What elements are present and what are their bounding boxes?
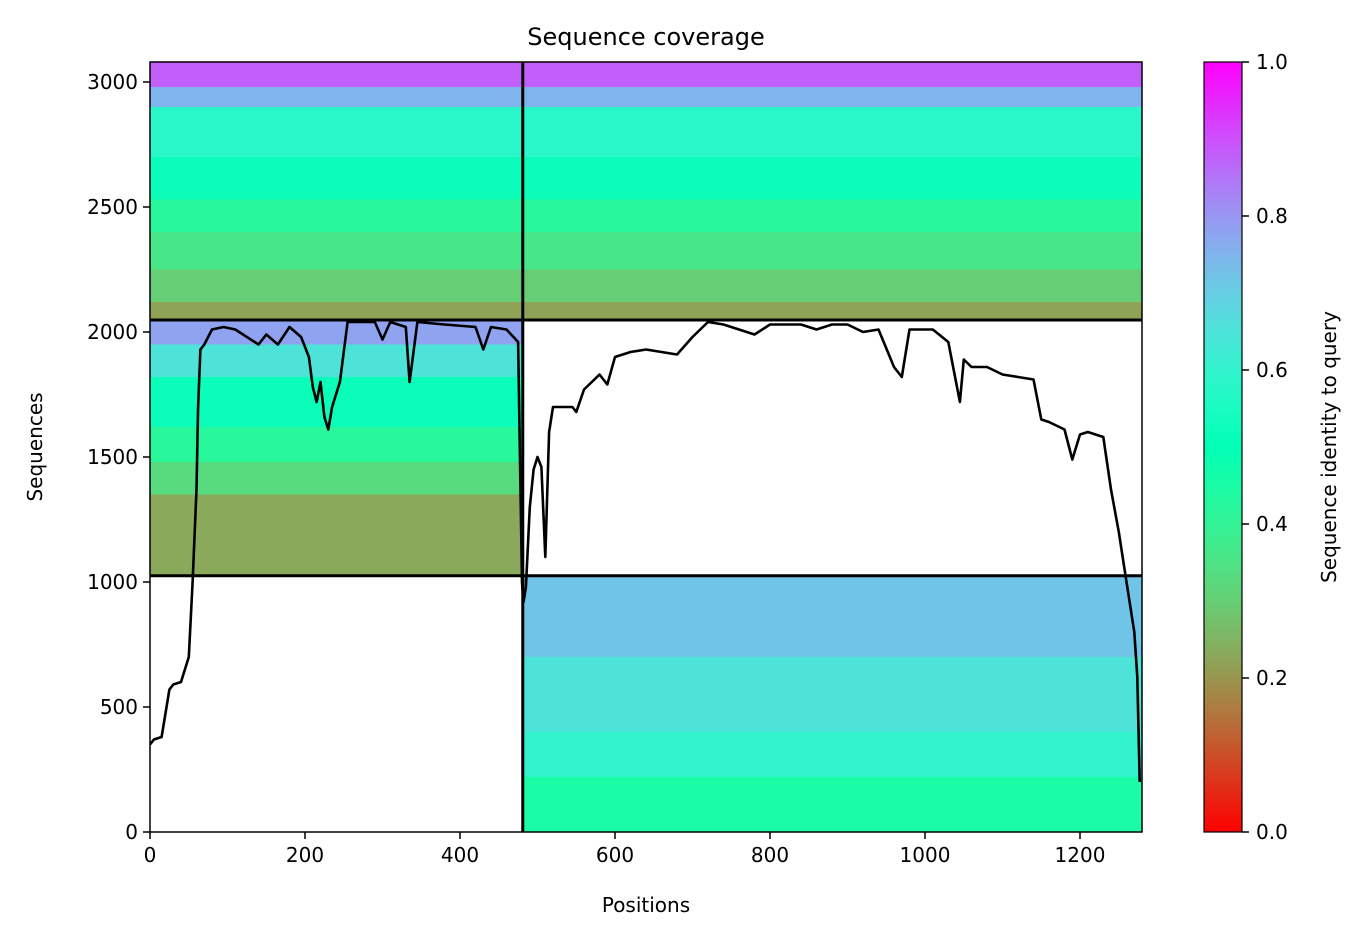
x-tick-label: 400: [441, 843, 479, 867]
identity-band: [522, 107, 1142, 157]
y-tick-label: 3000: [87, 70, 138, 94]
identity-band: [522, 732, 1142, 777]
y-tick-label: 0: [125, 820, 138, 844]
x-axis-label: Positions: [602, 893, 690, 917]
identity-band: [150, 462, 523, 495]
identity-band: [150, 494, 523, 576]
colorbar-tick-label: 0.0: [1256, 820, 1288, 844]
identity-band: [522, 199, 1142, 232]
y-axis-ticks: 0 500 1000 1500 2000 2500 3000: [87, 70, 150, 844]
x-tick-label: 800: [751, 843, 789, 867]
identity-band: [150, 107, 523, 157]
colorbar-tick-label: 0.2: [1256, 666, 1288, 690]
identity-band: [522, 657, 1142, 732]
heatmap-layer: [150, 62, 1142, 832]
y-tick-label: 2500: [87, 195, 138, 219]
identity-band: [150, 199, 523, 232]
colorbar-ticks: 0.0 0.2 0.4 0.6 0.8 1.0: [1242, 50, 1288, 844]
identity-band: [522, 302, 1142, 320]
identity-band: [150, 87, 523, 107]
identity-band: [522, 269, 1142, 302]
identity-band: [150, 302, 523, 320]
identity-band: [150, 427, 523, 462]
chart-title: Sequence coverage: [527, 23, 764, 51]
y-tick-label: 2000: [87, 320, 138, 344]
block-bottom-right: [522, 575, 1142, 832]
identity-band: [150, 269, 523, 302]
identity-band: [522, 232, 1142, 270]
colorbar-label: Sequence identity to query: [1317, 311, 1341, 583]
x-tick-label: 600: [596, 843, 634, 867]
colorbar-tick-label: 0.8: [1256, 204, 1288, 228]
identity-band: [150, 320, 523, 345]
x-tick-label: 0: [144, 843, 157, 867]
block-dividers: [150, 62, 1142, 832]
coverage-line-layer: [150, 320, 1141, 783]
x-tick-label: 1000: [900, 843, 951, 867]
colorbar: [1203, 61, 1243, 833]
colorbar-tick-label: 1.0: [1256, 50, 1288, 74]
identity-band: [522, 62, 1142, 87]
block-top-right: [522, 62, 1142, 320]
y-tick-label: 500: [100, 695, 138, 719]
identity-band: [522, 87, 1142, 107]
identity-band: [150, 157, 523, 200]
y-tick-label: 1500: [87, 445, 138, 469]
x-axis-ticks: 0 200 400 600 800 1000 1200: [144, 832, 1106, 867]
x-tick-label: 200: [286, 843, 324, 867]
identity-band: [522, 157, 1142, 200]
coverage-line: [150, 320, 1141, 783]
identity-band: [150, 62, 523, 87]
colorbar-tick-label: 0.6: [1256, 358, 1288, 382]
plot-frame: [149, 61, 1143, 833]
identity-band: [150, 377, 523, 427]
identity-band: [522, 575, 1142, 657]
x-tick-label: 1200: [1055, 843, 1106, 867]
y-axis-label: Sequences: [23, 392, 47, 501]
y-tick-label: 1000: [87, 570, 138, 594]
block-top-left: [150, 62, 523, 320]
colorbar-tick-label: 0.4: [1256, 512, 1288, 536]
identity-band: [150, 344, 523, 377]
identity-band: [522, 777, 1142, 832]
identity-band: [150, 232, 523, 270]
block-middle-left: [150, 320, 523, 576]
